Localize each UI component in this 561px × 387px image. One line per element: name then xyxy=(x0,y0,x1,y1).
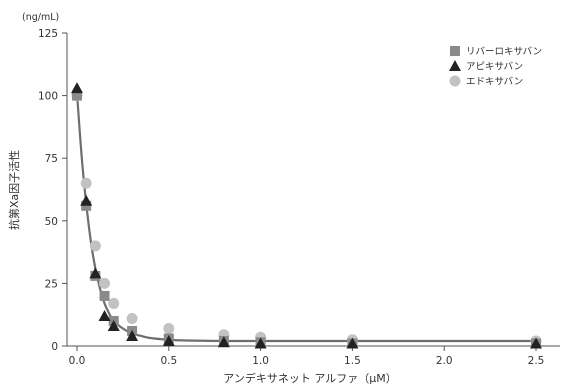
x-axis-title: アンデキサネット アルファ（μM） xyxy=(223,371,396,385)
square-point xyxy=(81,200,92,211)
triangle-point xyxy=(217,336,230,348)
circle-point xyxy=(89,240,101,252)
x-tick-label: 0.5 xyxy=(160,355,177,367)
legend-circle-marker xyxy=(449,75,461,87)
y-tick-label: 125 xyxy=(38,28,58,40)
legend-square-marker xyxy=(450,46,460,56)
triangle-point xyxy=(530,337,542,349)
triangle-point xyxy=(98,309,111,321)
circle-point xyxy=(80,177,92,189)
legend-label: リバーロキサバン xyxy=(466,47,542,58)
circle-point xyxy=(126,312,138,324)
y-tick-label: 50 xyxy=(45,216,58,228)
triangle-point xyxy=(89,267,102,279)
circle-point xyxy=(99,277,111,289)
triangle-point xyxy=(71,82,83,94)
triangle-point xyxy=(107,319,120,331)
circle-point xyxy=(163,322,175,334)
y-tick-label: 100 xyxy=(38,91,58,103)
x-tick-label: 1.5 xyxy=(344,355,361,367)
legend-label: アピキサバン xyxy=(466,62,523,73)
x-axis-ticks: 0.0 0.5 1.0 1.5 2.0 2.5 xyxy=(69,346,545,367)
y-tick-label: 25 xyxy=(45,278,58,290)
fit-curve-line xyxy=(75,93,536,343)
square-point xyxy=(72,90,82,101)
y-axis-ticks: 0 25 50 75 100 125 xyxy=(38,28,67,353)
triangle-point xyxy=(162,334,175,346)
data-markers xyxy=(71,82,542,349)
triangle-point xyxy=(254,337,267,349)
x-tick-label: 2.0 xyxy=(436,355,453,367)
square-point xyxy=(99,290,110,301)
y-unit-label: (ng/mL) xyxy=(22,12,59,23)
legend-label: エドキサバン xyxy=(466,77,523,88)
y-tick-label: 75 xyxy=(45,153,58,165)
x-tick-label: 0.0 xyxy=(69,355,86,367)
triangle-point xyxy=(346,337,359,349)
y-axis-title: 抗第Xa因子活性 xyxy=(7,150,21,230)
legend-triangle-marker xyxy=(449,60,461,71)
circle-point xyxy=(108,297,120,309)
x-tick-label: 2.5 xyxy=(528,355,545,367)
triangle-point xyxy=(126,329,139,341)
triangle-point xyxy=(80,194,93,206)
x-tick-label: 1.0 xyxy=(252,355,269,367)
y-tick-label: 0 xyxy=(51,341,58,353)
